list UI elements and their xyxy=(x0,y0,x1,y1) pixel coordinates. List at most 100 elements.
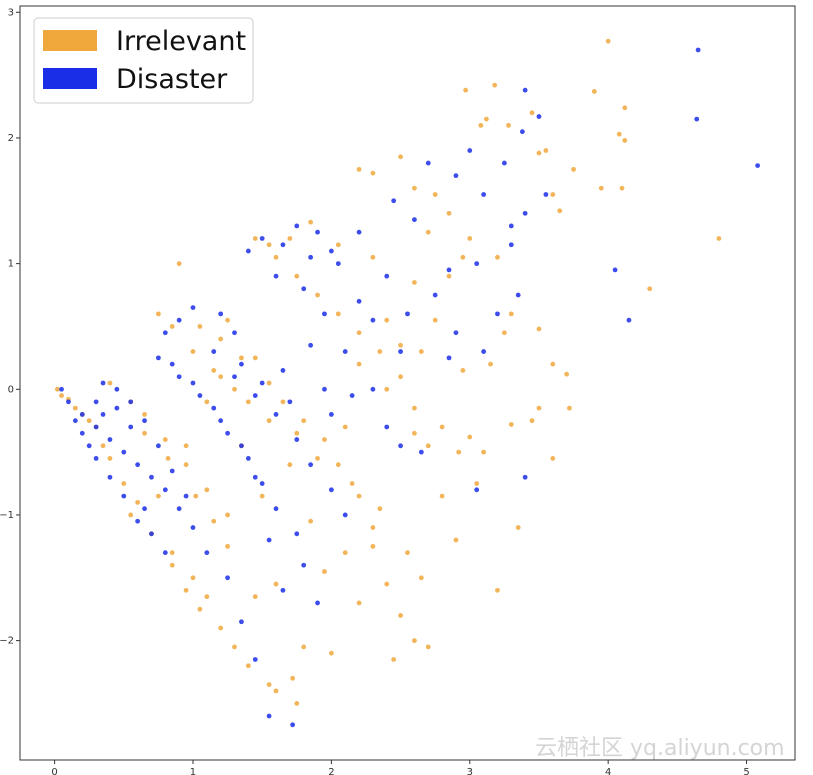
y-tick-label: 3 xyxy=(8,7,14,18)
data-point-irrelevant xyxy=(294,430,300,436)
data-point-disaster xyxy=(328,487,334,493)
data-point-irrelevant xyxy=(266,242,272,248)
data-point-irrelevant xyxy=(218,374,224,380)
data-point-disaster xyxy=(418,449,424,455)
data-point-disaster xyxy=(190,305,196,310)
data-point-irrelevant xyxy=(142,412,147,417)
data-point-disaster xyxy=(384,273,390,279)
data-point-irrelevant xyxy=(301,644,307,650)
data-point-irrelevant xyxy=(121,481,127,486)
data-point-disaster xyxy=(239,443,244,449)
data-point-irrelevant xyxy=(495,254,500,260)
data-point-disaster xyxy=(695,47,701,53)
data-point-disaster xyxy=(474,261,480,267)
data-point-disaster xyxy=(626,317,632,323)
legend-label-irrelevant: Irrelevant xyxy=(116,26,246,57)
x-tick-label: 2 xyxy=(328,767,334,775)
data-point-disaster xyxy=(169,361,175,367)
data-point-disaster xyxy=(252,657,258,662)
data-point-disaster xyxy=(259,236,265,241)
data-point-irrelevant xyxy=(453,537,459,543)
data-point-irrelevant xyxy=(591,89,597,94)
data-point-disaster xyxy=(294,531,300,537)
data-point-disaster xyxy=(149,474,154,480)
data-point-disaster xyxy=(232,374,237,380)
data-point-irrelevant xyxy=(391,657,397,662)
data-point-irrelevant xyxy=(515,525,521,530)
series-irrelevant xyxy=(54,38,722,706)
data-point-irrelevant xyxy=(193,493,199,499)
data-point-irrelevant xyxy=(529,110,535,116)
data-point-disaster xyxy=(349,393,355,398)
data-point-disaster xyxy=(72,418,78,424)
data-point-disaster xyxy=(266,713,272,719)
data-point-disaster xyxy=(93,424,99,430)
data-point-disaster xyxy=(755,163,761,168)
data-point-irrelevant xyxy=(478,122,484,128)
data-point-disaster xyxy=(176,317,182,323)
y-tick-label: −2 xyxy=(0,636,14,647)
data-point-irrelevant xyxy=(169,562,175,568)
series-layer xyxy=(54,38,761,728)
data-point-irrelevant xyxy=(439,493,445,499)
data-point-disaster xyxy=(162,487,168,493)
data-point-disaster xyxy=(183,493,189,499)
data-point-disaster xyxy=(481,349,487,354)
data-point-irrelevant xyxy=(488,361,493,367)
y-tick-label: 0 xyxy=(8,384,14,395)
data-point-disaster xyxy=(66,399,71,405)
data-point-disaster xyxy=(162,330,168,336)
data-point-irrelevant xyxy=(425,229,431,235)
data-point-irrelevant xyxy=(211,518,217,524)
data-point-irrelevant xyxy=(370,254,376,260)
data-point-irrelevant xyxy=(176,261,182,267)
data-point-disaster xyxy=(79,430,85,436)
data-point-disaster xyxy=(107,437,113,442)
data-point-irrelevant xyxy=(398,374,403,380)
data-point-disaster xyxy=(356,298,362,304)
y-axis: −2 −1 0 1 2 3 xyxy=(0,7,20,647)
data-point-irrelevant xyxy=(474,481,480,486)
x-tick-label: 1 xyxy=(190,767,196,775)
data-point-irrelevant xyxy=(225,512,230,518)
data-point-irrelevant xyxy=(571,166,576,172)
data-point-irrelevant xyxy=(266,380,272,386)
data-point-disaster xyxy=(453,330,459,336)
data-point-disaster xyxy=(280,368,286,373)
data-point-irrelevant xyxy=(483,116,489,122)
data-point-irrelevant xyxy=(405,550,410,556)
data-point-irrelevant xyxy=(412,185,417,191)
data-point-irrelevant xyxy=(412,280,417,285)
data-point-irrelevant xyxy=(356,361,362,367)
data-point-irrelevant xyxy=(564,371,570,377)
data-point-disaster xyxy=(370,386,376,392)
data-point-irrelevant xyxy=(425,443,431,449)
data-point-disaster xyxy=(308,254,314,260)
data-point-irrelevant xyxy=(225,543,230,549)
data-point-irrelevant xyxy=(86,418,92,424)
data-point-disaster xyxy=(100,412,106,417)
data-point-irrelevant xyxy=(252,355,258,361)
data-point-irrelevant xyxy=(107,380,113,386)
data-point-irrelevant xyxy=(266,418,272,424)
data-point-disaster xyxy=(142,506,147,512)
data-point-disaster xyxy=(453,173,459,179)
data-point-irrelevant xyxy=(384,386,390,392)
data-point-irrelevant xyxy=(536,150,542,156)
data-point-irrelevant xyxy=(308,219,314,225)
data-point-irrelevant xyxy=(356,330,362,336)
data-point-irrelevant xyxy=(142,430,147,436)
data-point-irrelevant xyxy=(342,550,348,556)
data-point-disaster xyxy=(328,412,334,417)
data-point-disaster xyxy=(176,506,182,512)
data-point-irrelevant xyxy=(342,424,348,430)
data-point-irrelevant xyxy=(418,349,424,354)
data-point-disaster xyxy=(86,443,92,449)
data-point-irrelevant xyxy=(508,422,514,427)
data-point-irrelevant xyxy=(425,644,431,650)
data-point-disaster xyxy=(342,349,348,354)
data-point-irrelevant xyxy=(273,581,279,587)
data-point-disaster xyxy=(128,399,134,405)
data-point-disaster xyxy=(204,550,210,556)
data-point-disaster xyxy=(114,405,120,411)
